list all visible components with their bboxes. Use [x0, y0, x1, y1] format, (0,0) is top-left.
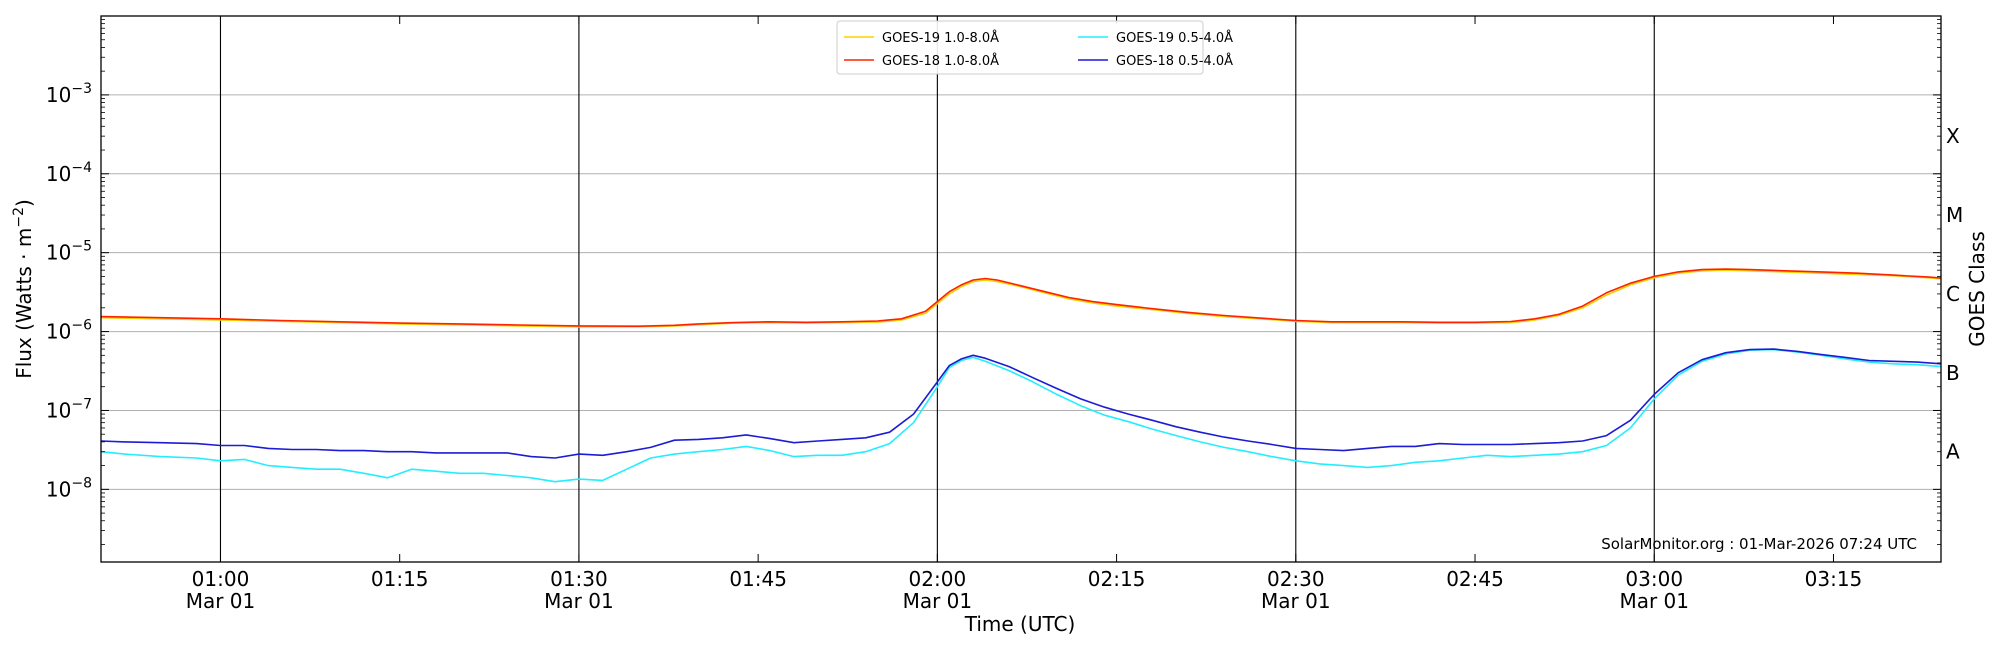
- y-tick-label-exp: −4: [71, 160, 92, 176]
- y-axis-label-main: Flux (Watts · m: [12, 228, 36, 379]
- x-tick-label: 01:45: [729, 567, 787, 591]
- x-tick-date-label: Mar 01: [186, 589, 256, 613]
- legend-box: [836, 20, 1204, 75]
- goes-class-label: M: [1946, 203, 1963, 227]
- y-tick-label-exp: −6: [71, 318, 92, 334]
- x-tick-label: 03:00: [1625, 567, 1683, 591]
- series-line-1: [101, 269, 1941, 328]
- y-tick-label: 10−4: [46, 160, 92, 186]
- x-tick-label: 01:00: [192, 567, 250, 591]
- y-tick-label: 10−8: [46, 475, 92, 501]
- y-axis-label-exp: −2: [11, 207, 27, 228]
- y-tick-label-exp: −5: [71, 239, 92, 255]
- y-tick-label-base: 10: [46, 83, 71, 107]
- x-tick-label: 01:15: [371, 567, 429, 591]
- plot-frame: [100, 15, 1942, 563]
- legend: GOES-19 1.0-8.0Å GOES-18 1.0-8.0Å GOES-19 …: [836, 20, 1233, 75]
- goes-class-axis-label: GOES Class: [1965, 231, 1989, 347]
- goes-class-label: A: [1946, 440, 1960, 464]
- y-tick-label-base: 10: [46, 477, 71, 501]
- goes-class-labels: X M C B A: [1946, 124, 1963, 464]
- y-tick-label-exp: −3: [71, 81, 92, 97]
- legend-label-4: GOES-18 0.5-4.0Å: [1116, 53, 1233, 69]
- y-tick-label-exp: −8: [71, 475, 92, 491]
- x-tick-date-label: Mar 01: [1619, 589, 1689, 613]
- x-tick-date-label: Mar 01: [544, 589, 614, 613]
- y-tick-label: 10−5: [46, 239, 92, 265]
- y-tick-label-exp: −7: [71, 396, 92, 412]
- y-tick-label-base: 10: [46, 320, 71, 344]
- y-tick-label-base: 10: [46, 398, 71, 422]
- y-axis-label-close: ): [12, 199, 36, 207]
- goes-class-label: C: [1946, 282, 1960, 306]
- x-tick-label: 02:30: [1267, 567, 1325, 591]
- series-line-2: [101, 268, 1941, 328]
- y-tick-label: 10−3: [46, 81, 92, 107]
- watermark-text: SolarMonitor.org : 01-Mar-2026 07:24 UTC: [1601, 535, 1917, 553]
- x-tick-date-label: Mar 01: [1261, 589, 1331, 613]
- y-axis-ticks: 10−310−410−510−610−710−8: [46, 19, 1941, 545]
- legend-label-3: GOES-19 0.5-4.0Å: [1116, 30, 1233, 46]
- x-tick-label: 02:45: [1446, 567, 1504, 591]
- legend-label-1: GOES-19 1.0-8.0Å: [882, 30, 999, 46]
- legend-label-2: GOES-18 1.0-8.0Å: [882, 53, 999, 69]
- x-tick-label: 01:30: [550, 567, 608, 591]
- legend-items: GOES-19 1.0-8.0Å GOES-18 1.0-8.0Å GOES-19 …: [844, 30, 1233, 69]
- series-line-3: [101, 348, 1941, 483]
- x-tick-date-label: Mar 01: [903, 589, 973, 613]
- goes-class-label: B: [1946, 361, 1960, 385]
- x-tick-label: 02:15: [1088, 567, 1146, 591]
- goes-class-label: X: [1946, 124, 1960, 148]
- y-tick-label: 10−7: [46, 396, 92, 422]
- y-axis-label: Flux (Watts · m−2): [11, 199, 36, 379]
- y-tick-label-base: 10: [46, 162, 71, 186]
- y-tick-label-base: 10: [46, 241, 71, 265]
- x-axis-label: Time (UTC): [964, 612, 1076, 636]
- grid-lines: [101, 16, 1941, 562]
- x-tick-label: 02:00: [909, 567, 967, 591]
- x-tick-label: 03:15: [1805, 567, 1863, 591]
- series-lines: [101, 268, 1941, 483]
- series-line-4: [101, 348, 1941, 459]
- y-tick-label: 10−6: [46, 318, 92, 344]
